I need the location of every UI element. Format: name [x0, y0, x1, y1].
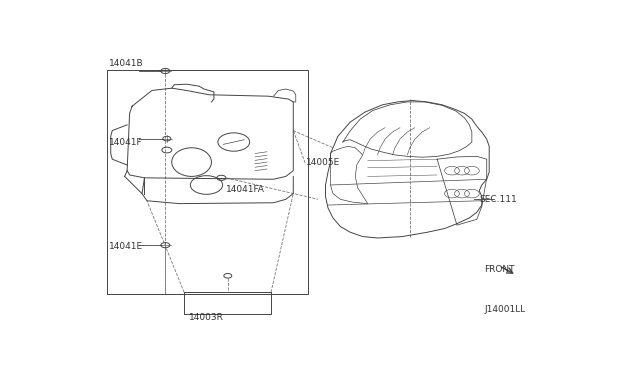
Text: SEC.111: SEC.111 [479, 195, 517, 204]
Text: 14041F: 14041F [109, 138, 142, 147]
Text: 14005E: 14005E [306, 158, 340, 167]
Text: FRONT: FRONT [484, 265, 515, 274]
Text: J14001LL: J14001LL [484, 305, 525, 314]
Text: 14003R: 14003R [189, 313, 224, 322]
Text: 14041E: 14041E [109, 242, 143, 251]
Text: 14041FA: 14041FA [227, 185, 265, 194]
Text: 14041B: 14041B [109, 59, 143, 68]
